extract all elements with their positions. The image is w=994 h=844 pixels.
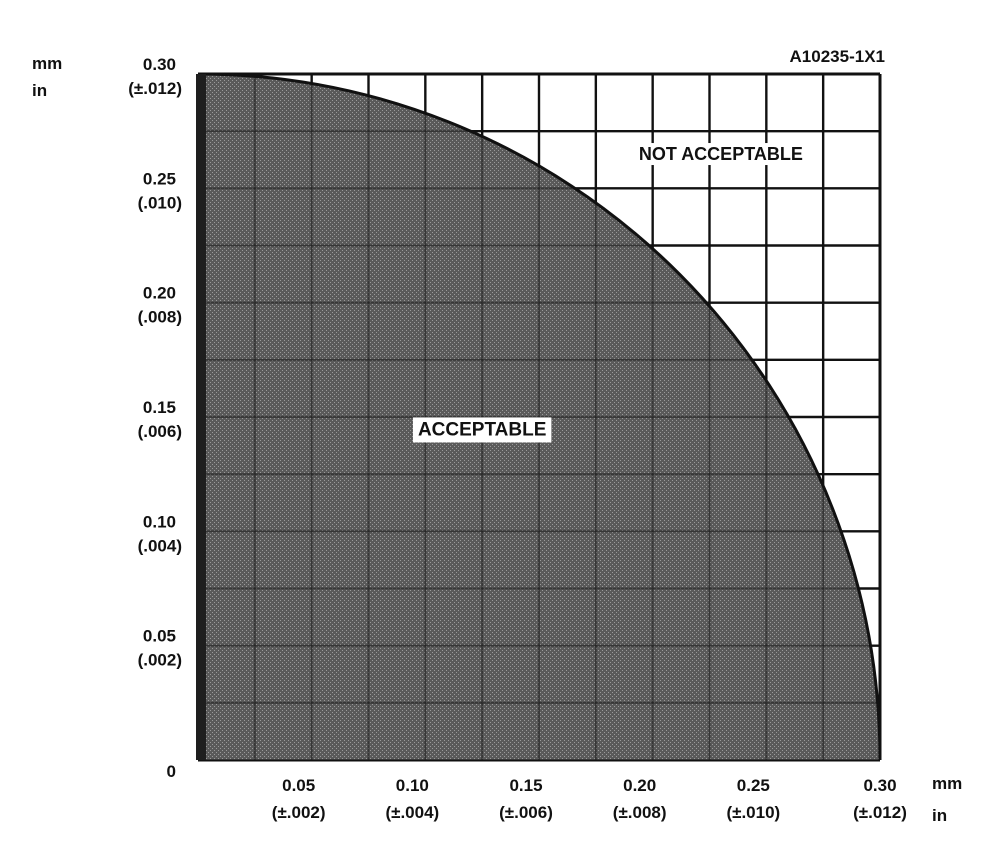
y-tick-sublabel: (.002): [138, 651, 182, 670]
acceptable-label: ACCEPTABLE: [418, 419, 546, 440]
y-unit-primary: mm: [32, 54, 62, 73]
x-tick-sublabel: (±.012): [853, 803, 907, 822]
y-unit-secondary: in: [32, 81, 47, 100]
boundary-curve: [197, 72, 882, 761]
y-tick-sublabel: (.006): [138, 422, 182, 441]
x-axis-ticks: 0.05 (±.002) 0.10 (±.004) 0.15 (±.006) 0.20 (±.…: [272, 776, 907, 822]
y-axis-ticks: 0 0.05 (.002) 0.10 (.004) 0.15 (.006) 0.20 (.008…: [128, 55, 182, 781]
y-tick-sublabel: (.010): [138, 193, 182, 212]
y-tick-sublabel: (±.012): [128, 79, 182, 98]
y-tick-label: 0: [167, 762, 176, 781]
y-tick-label: 0.20: [143, 284, 176, 303]
y-tick-label: 0.10: [143, 512, 176, 531]
y-tick-sublabel: (.008): [138, 308, 182, 327]
figure-id: A10235-1X1: [790, 47, 885, 66]
x-tick-sublabel: (±.008): [613, 803, 667, 822]
x-tick-label: 0.05: [282, 776, 315, 795]
y-tick-label: 0.30: [143, 55, 176, 74]
x-tick-label: 0.20: [623, 776, 656, 795]
y-tick-label: 0.25: [143, 169, 176, 188]
x-tick-label: 0.10: [396, 776, 429, 795]
y-tick-label: 0.05: [143, 627, 176, 646]
x-tick-label: 0.15: [509, 776, 542, 795]
grid-lines-over-region: [198, 74, 880, 760]
y-tick-sublabel: (.004): [138, 536, 182, 555]
x-unit-primary: mm: [932, 774, 962, 793]
x-tick-label: 0.30: [863, 776, 896, 795]
acceptable-label-background: [412, 417, 552, 443]
x-tick-sublabel: (±.002): [272, 803, 326, 822]
x-tick-label: 0.25: [737, 776, 770, 795]
x-unit-secondary: in: [932, 806, 947, 825]
left-edge-band: [196, 74, 206, 760]
x-tick-sublabel: (±.010): [726, 803, 780, 822]
y-tick-label: 0.15: [143, 398, 176, 417]
not-acceptable-label-background: [634, 143, 807, 166]
x-tick-sublabel: (±.004): [385, 803, 439, 822]
x-tick-sublabel: (±.006): [499, 803, 553, 822]
not-acceptable-label: NOT ACCEPTABLE: [639, 144, 803, 164]
